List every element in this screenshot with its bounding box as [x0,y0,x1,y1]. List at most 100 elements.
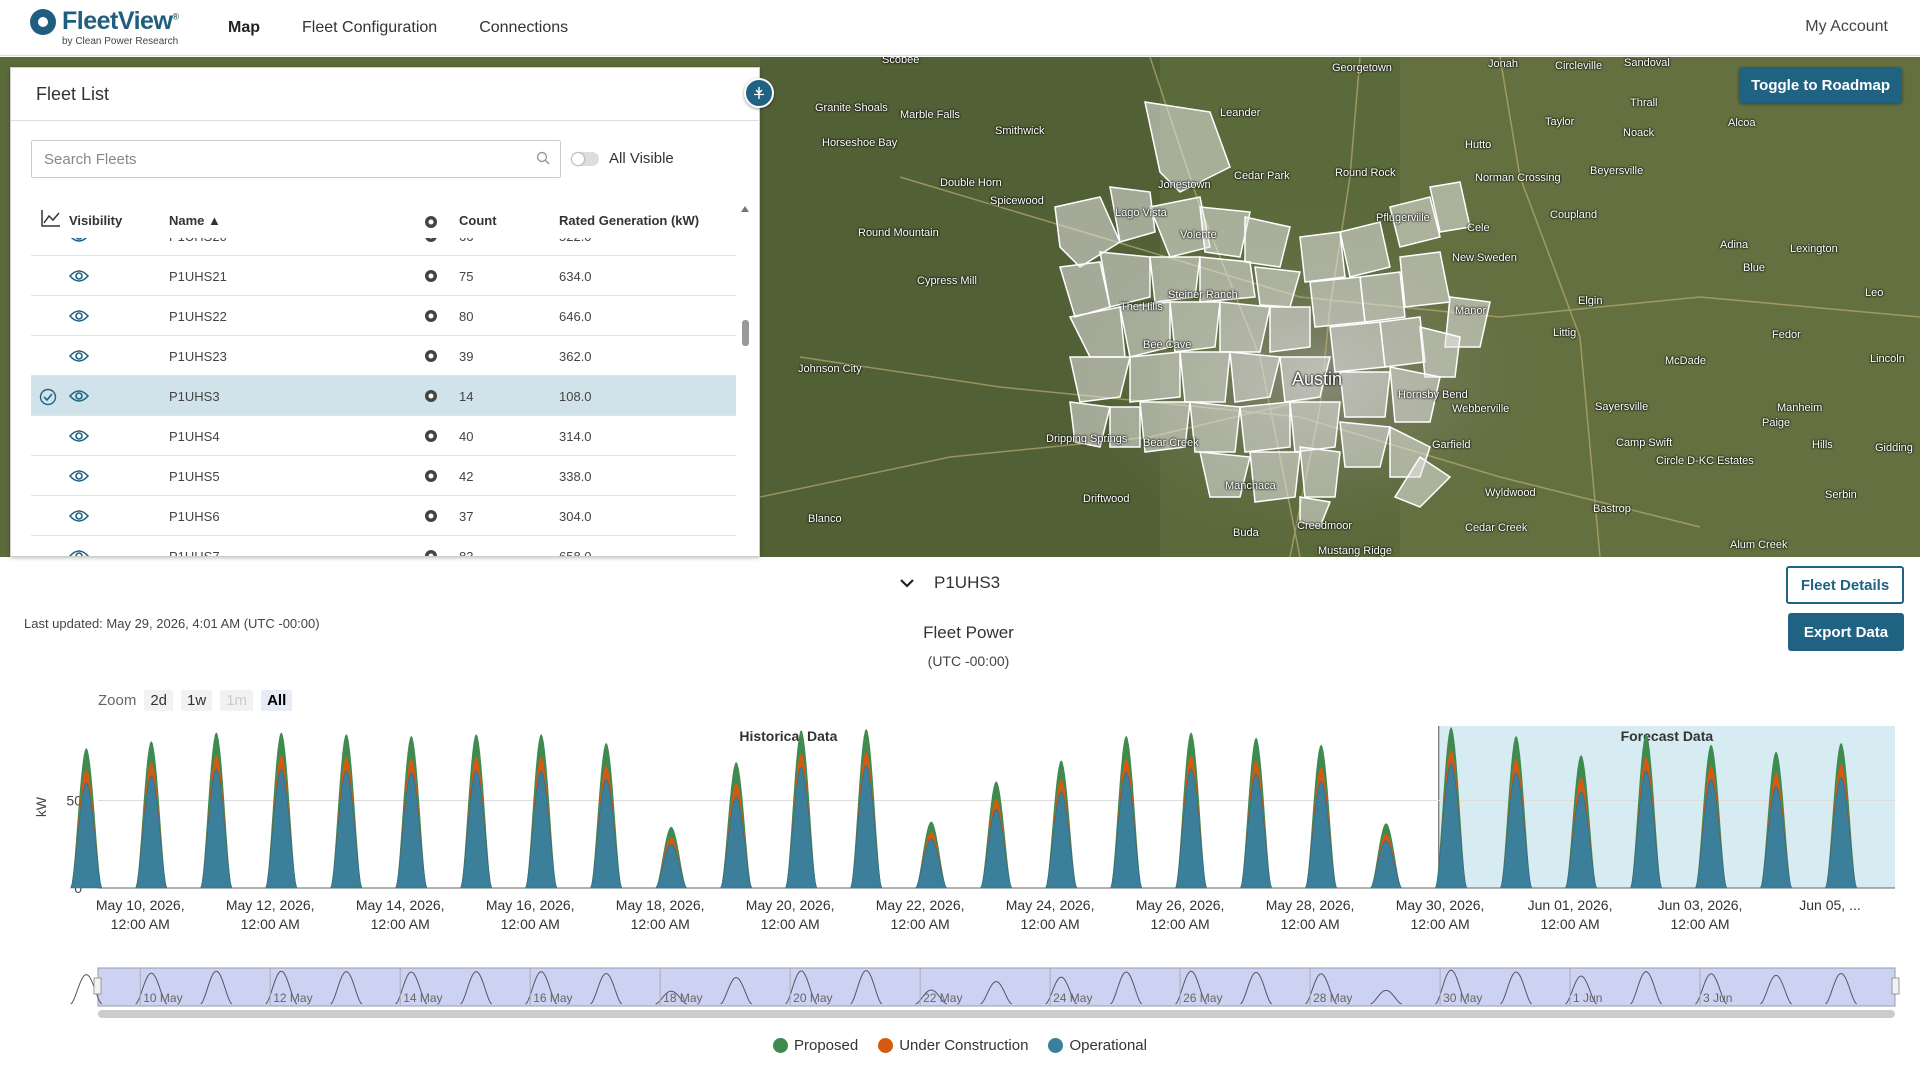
fleet-type-icon [425,216,437,228]
collapse-panel-button[interactable] [744,78,774,108]
map-label: Steiner Ranch [1168,289,1238,301]
nav-fleet-configuration[interactable]: Fleet Configuration [302,19,438,36]
navigator-series-line [1630,971,1663,1005]
navigator-tick-label: 20 May [793,991,832,1005]
navigator-series-line [1110,971,1143,1005]
navigator-series-line [1760,974,1793,1005]
navigator-series-line [525,971,558,1005]
visibility-eye-icon[interactable] [68,269,90,286]
navigator-tick-label: 24 May [1053,991,1092,1005]
legend-dot-icon [1048,1038,1064,1053]
x-tick-label: May 26, 2026, [1136,897,1225,913]
chevron-down-icon[interactable] [900,578,914,588]
fleet-row[interactable]: P1UHS20 66 522.0 [31,238,736,256]
my-account-link[interactable]: My Account [1805,18,1888,35]
fleet-list-scrollbar[interactable] [739,198,751,556]
visibility-eye-icon[interactable] [68,549,90,556]
map-label: New Sweden [1452,252,1517,264]
fleet-name: P1UHS6 [169,509,220,524]
map-label: Circleville [1555,60,1603,72]
legend-item[interactable]: Operational [1048,1037,1147,1054]
x-tick-label: May 24, 2026, [1006,897,1095,913]
navigator-left-handle[interactable] [93,977,102,995]
zoom-all-button[interactable]: All [261,690,293,711]
selected-fleet-bar[interactable]: P1UHS3 [900,573,1000,593]
map-label: Alum Creek [1730,539,1788,551]
map-label: Coupland [1550,209,1598,221]
zoom-2d-button[interactable]: 2d [144,690,174,711]
visibility-eye-icon[interactable] [68,469,90,486]
satellite-map[interactable]: Scobee Georgetown Jonah Circleville Sand… [0,57,1920,557]
all-visible-toggle[interactable]: All Visible [571,150,674,167]
search-icon[interactable] [536,151,550,165]
x-tick-label: 12:00 AM [1151,916,1210,932]
selected-fleet-name: P1UHS3 [934,573,1001,592]
x-tick-label: Jun 01, 2026, [1528,897,1613,913]
x-tick-label: 12:00 AM [891,916,950,932]
zoom-label: Zoom [98,692,137,709]
operational-area [1630,770,1663,889]
operational-area [1435,763,1467,889]
fleet-row[interactable]: P1UHS6 37 304.0 [31,496,736,536]
navigator-series-line [1825,972,1858,1005]
visibility-eye-icon[interactable] [68,429,90,446]
nav-map[interactable]: Map [228,19,260,36]
navigator-series-line [395,971,428,1005]
fleet-row[interactable]: P1UHS23 39 362.0 [31,336,736,376]
operational-area [980,808,1013,889]
x-tick-label: May 12, 2026, [226,897,315,913]
visibility-eye-icon[interactable] [68,509,90,526]
export-data-button[interactable]: Export Data [1788,613,1904,651]
map-label: Noack [1623,127,1655,139]
legend-item[interactable]: Proposed [772,1037,858,1054]
navigator-right-handle[interactable] [1891,977,1900,995]
fleet-row[interactable]: P1UHS4 40 314.0 [31,416,736,456]
map-label: Circle D-KC Estates [1656,455,1754,467]
all-visible-switch[interactable] [571,151,599,166]
visibility-eye-icon[interactable] [68,309,90,326]
map-label: Garfield [1432,439,1471,451]
visibility-eye-icon[interactable] [68,349,90,366]
operational-area [915,838,948,889]
zoom-1w-button[interactable]: 1w [181,690,213,711]
fleet-details-button[interactable]: Fleet Details [1786,566,1904,604]
col-count[interactable]: Count [459,213,497,228]
legend-label: Operational [1069,1037,1147,1054]
x-tick-label: May 10, 2026, [96,897,185,913]
col-visibility[interactable]: Visibility [69,213,123,228]
map-label: Bear Creek [1143,437,1199,449]
fleet-name: P1UHS22 [169,309,227,324]
map-label: Norman Crossing [1475,172,1561,184]
map-label: Pflugerville [1376,212,1430,224]
map-label: Adina [1720,239,1749,251]
fleet-count: 66 [459,238,473,244]
map-label: Paige [1762,417,1791,429]
fleet-type-icon [424,349,438,366]
fleetview-logo[interactable]: FleetView® by Clean Power Research [30,7,200,51]
visibility-eye-icon[interactable] [68,389,90,406]
operational-area [1240,773,1272,889]
col-name[interactable]: Name ▲ [169,213,221,228]
visibility-eye-icon[interactable] [69,238,89,246]
legend-item[interactable]: Under Construction [878,1037,1028,1054]
scroll-up-arrow-icon[interactable] [741,206,749,212]
nav-connections[interactable]: Connections [479,19,569,36]
navigator-series-line [720,976,753,1005]
fleet-row[interactable]: P1UHS7 83 658.0 [31,536,736,556]
scroll-thumb[interactable] [742,320,749,346]
chart-line-icon[interactable] [41,209,61,227]
search-input[interactable] [32,141,512,177]
fleet-row[interactable]: P1UHS5 42 338.0 [31,456,736,496]
fleet-type-icon [424,549,438,556]
fleet-name: P1UHS23 [169,349,227,364]
col-rated-generation[interactable]: Rated Generation (kW) [559,213,700,228]
fleet-row[interactable]: P1UHS22 80 646.0 [31,296,736,336]
navigator-tick-label: 22 May [923,991,962,1005]
fleet-name: P1UHS5 [169,469,220,484]
map-label: Blue [1743,262,1766,274]
legend-label: Under Construction [899,1037,1029,1054]
fleet-row[interactable]: P1UHS21 75 634.0 [31,256,736,296]
fleet-row[interactable]: P1UHS3 14 108.0 [31,376,736,416]
toggle-roadmap-button[interactable]: Toggle to Roadmap [1739,67,1902,103]
